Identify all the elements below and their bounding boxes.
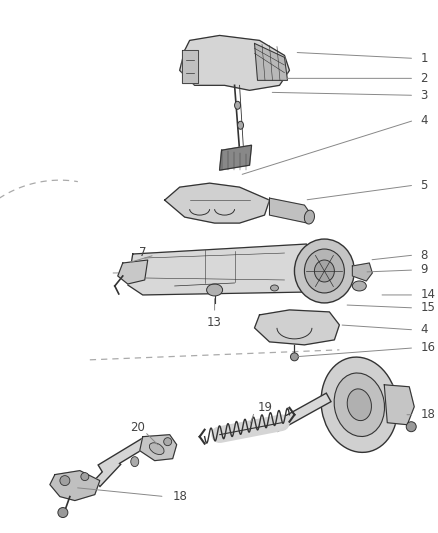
Polygon shape (254, 43, 287, 80)
Polygon shape (128, 244, 316, 295)
Ellipse shape (304, 210, 314, 224)
Ellipse shape (321, 357, 398, 453)
Ellipse shape (235, 101, 240, 109)
Text: 4: 4 (420, 324, 428, 336)
Polygon shape (384, 385, 414, 425)
Polygon shape (140, 435, 177, 461)
Polygon shape (50, 471, 100, 500)
Polygon shape (219, 145, 251, 170)
Text: 16: 16 (420, 341, 435, 354)
Polygon shape (180, 35, 290, 90)
Ellipse shape (290, 353, 298, 361)
Ellipse shape (131, 457, 139, 466)
Ellipse shape (207, 284, 223, 296)
Text: 7: 7 (139, 246, 146, 259)
Polygon shape (269, 198, 311, 223)
Text: 8: 8 (420, 248, 427, 262)
Polygon shape (182, 51, 198, 83)
Ellipse shape (271, 285, 279, 291)
Text: 3: 3 (420, 89, 427, 102)
Ellipse shape (60, 475, 70, 486)
Ellipse shape (237, 122, 244, 130)
Ellipse shape (164, 438, 172, 446)
Text: 9: 9 (420, 263, 428, 277)
Ellipse shape (58, 507, 68, 518)
Ellipse shape (334, 373, 385, 437)
Ellipse shape (406, 422, 416, 432)
Text: 15: 15 (420, 302, 435, 314)
Text: 5: 5 (420, 179, 427, 192)
Ellipse shape (81, 473, 89, 481)
Text: 18: 18 (173, 490, 187, 503)
Polygon shape (165, 183, 269, 223)
Ellipse shape (347, 389, 371, 421)
Ellipse shape (304, 249, 344, 293)
Ellipse shape (352, 281, 366, 291)
Polygon shape (254, 310, 339, 345)
Text: 4: 4 (420, 114, 428, 127)
Ellipse shape (149, 443, 164, 455)
Text: 20: 20 (131, 421, 145, 434)
Text: 14: 14 (420, 288, 435, 302)
Text: 13: 13 (207, 316, 222, 329)
Polygon shape (352, 263, 372, 281)
Ellipse shape (294, 239, 354, 303)
Text: 1: 1 (420, 52, 428, 65)
Text: 19: 19 (258, 401, 272, 414)
Text: 18: 18 (420, 408, 435, 421)
Polygon shape (118, 260, 148, 284)
Ellipse shape (314, 260, 334, 282)
Text: 2: 2 (420, 72, 428, 85)
